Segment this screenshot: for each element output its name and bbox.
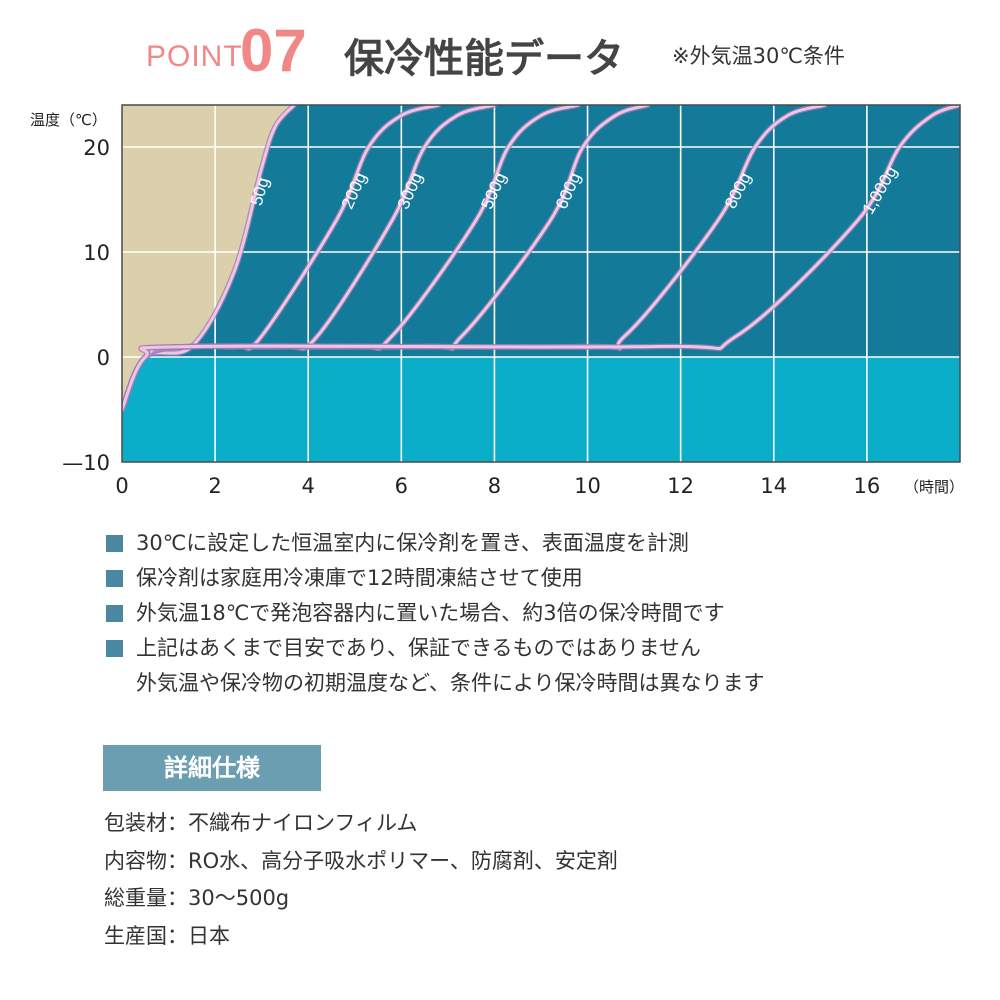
note-text: 保冷剤は家庭用冷凍庫で12時間凍結させて使用 — [136, 566, 583, 590]
y-tick-label: 0 — [97, 346, 110, 370]
note-item: 外気温18℃で発泡容器内に置いた場合、約3倍の保冷時間です — [106, 596, 986, 631]
notes-list: 30℃に設定した恒温室内に保冷剤を置き、表面温度を計測 保冷剤は家庭用冷凍庫で1… — [106, 526, 986, 701]
x-tick-label: 8 — [488, 474, 501, 498]
y-axis-label: 温度（℃） — [30, 111, 107, 129]
y-tick-label: —10 — [62, 451, 110, 475]
header: POINT 07 保冷性能データ ※外気温30℃条件 — [0, 14, 1000, 84]
spec-weight: 総重量：30～500g — [104, 886, 290, 910]
x-tick-label: 6 — [395, 474, 408, 498]
ambient-region — [122, 105, 295, 410]
x-tick-label: 14 — [760, 474, 787, 498]
x-tick-label: 2 — [208, 474, 221, 498]
x-tick-label: 16 — [854, 474, 881, 498]
note-text: 上記はあくまで目安であり、保証できるものではありません — [136, 636, 701, 660]
y-tick-label: 20 — [83, 136, 110, 160]
x-tick-label: 4 — [302, 474, 315, 498]
y-tick-label: 10 — [83, 241, 110, 265]
spec-material: 包装材：不織布ナイロンフィルム — [104, 811, 418, 835]
x-tick-label: 12 — [667, 474, 694, 498]
point-number: 07 — [240, 17, 307, 84]
point-label: POINT — [146, 40, 243, 73]
bullet-square-icon — [106, 640, 123, 657]
page-title: 保冷性能データ — [344, 36, 624, 82]
note-text: 外気温18℃で発泡容器内に置いた場合、約3倍の保冷時間です — [136, 601, 725, 625]
note-item: 上記はあくまで目安であり、保証できるものではありません外気温や保冷物の初期温度な… — [106, 631, 986, 701]
note-item: 30℃に設定した恒温室内に保冷剤を置き、表面温度を計測 — [106, 526, 986, 561]
bullet-square-icon — [106, 570, 123, 587]
note-text: 30℃に設定した恒温室内に保冷剤を置き、表面温度を計測 — [136, 531, 689, 555]
spec-contents: 内容物：RO水、高分子吸水ポリマー、防腐剤、安定剤 — [104, 848, 618, 873]
page-subtitle: ※外気温30℃条件 — [672, 44, 845, 68]
cooling-performance-chart: 50g 200g 300g 500g 600g 800g 1,000g 0 2 4 6 8 10 12 1… — [30, 104, 964, 498]
spec-list: 包装材：不織布ナイロンフィルム 内容物：RO水、高分子吸水ポリマー、防腐剤、安定… — [104, 805, 618, 955]
note-item: 保冷剤は家庭用冷凍庫で12時間凍結させて使用 — [106, 561, 986, 596]
bullet-square-icon — [106, 605, 123, 622]
series-line — [122, 105, 960, 411]
bullet-square-icon — [106, 535, 123, 552]
spec-heading: 詳細仕様 — [103, 745, 321, 791]
plot-frame — [121, 104, 961, 463]
x-tick-label: 0 — [115, 474, 128, 498]
x-axis-label: （時間） — [904, 478, 964, 496]
x-tick-label: 10 — [574, 474, 601, 498]
spec-origin: 生産国：日本 — [104, 923, 230, 948]
frozen-region — [122, 357, 960, 462]
note-text-continued: 外気温や保冷物の初期温度など、条件により保冷時間は異なります — [136, 671, 765, 695]
